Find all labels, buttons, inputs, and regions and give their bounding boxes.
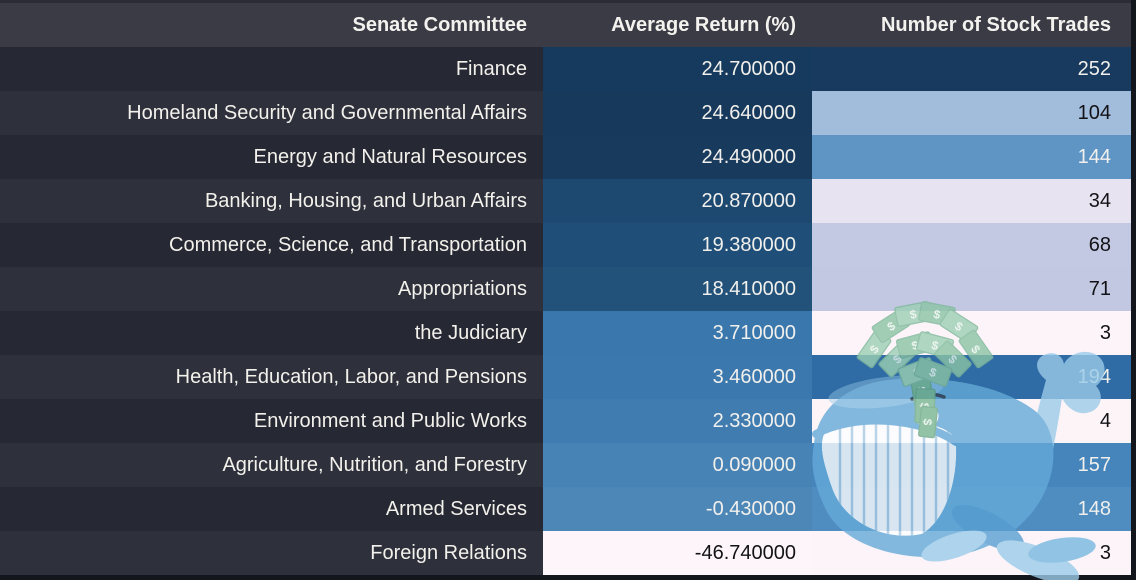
stock-trades-cell: 71 <box>812 267 1131 311</box>
table-row: Foreign Relations -46.740000 3 <box>0 531 1131 575</box>
table-row: Armed Services -0.430000 148 <box>0 487 1131 531</box>
average-return-cell: 0.090000 <box>543 443 812 487</box>
table-row: Appropriations 18.410000 71 <box>0 267 1131 311</box>
header-average-return: Average Return (%) <box>543 3 812 47</box>
stock-trades-cell: 144 <box>812 135 1131 179</box>
table-row: the Judiciary 3.710000 3 <box>0 311 1131 355</box>
stock-trades-cell: 68 <box>812 223 1131 267</box>
table-row: Energy and Natural Resources 24.490000 144 <box>0 135 1131 179</box>
stock-trades-cell: 4 <box>812 399 1131 443</box>
table-row: Finance 24.700000 252 <box>0 47 1131 91</box>
average-return-cell: 3.460000 <box>543 355 812 399</box>
average-return-cell: 19.380000 <box>543 223 812 267</box>
committee-cell: Armed Services <box>0 487 543 531</box>
table-row: Environment and Public Works 2.330000 4 <box>0 399 1131 443</box>
average-return-cell: 3.710000 <box>543 311 812 355</box>
committee-cell: Commerce, Science, and Transportation <box>0 223 543 267</box>
committee-cell: Foreign Relations <box>0 531 543 575</box>
table-row: Agriculture, Nutrition, and Forestry 0.09… <box>0 443 1131 487</box>
stock-trades-cell: 34 <box>812 179 1131 223</box>
average-return-cell: 24.640000 <box>543 91 812 135</box>
stock-trades-cell: 252 <box>812 47 1131 91</box>
average-return-cell: 24.490000 <box>543 135 812 179</box>
table-row: Homeland Security and Governmental Affai… <box>0 91 1131 135</box>
stock-trades-cell: 3 <box>812 531 1131 575</box>
committee-cell: Homeland Security and Governmental Affai… <box>0 91 543 135</box>
average-return-cell: 20.870000 <box>543 179 812 223</box>
stock-trades-cell: 194 <box>812 355 1131 399</box>
average-return-cell: -0.430000 <box>543 487 812 531</box>
committee-cell: Banking, Housing, and Urban Affairs <box>0 179 543 223</box>
table-row: Health, Education, Labor, and Pensions 3.… <box>0 355 1131 399</box>
stock-trades-cell: 104 <box>812 91 1131 135</box>
table-row: Banking, Housing, and Urban Affairs 20.87… <box>0 179 1131 223</box>
table-row: Commerce, Science, and Transportation 19.… <box>0 223 1131 267</box>
average-return-cell: 2.330000 <box>543 399 812 443</box>
table-header-row: Senate Committee Average Return (%) Numb… <box>0 3 1131 47</box>
header-number-of-stock-trades: Number of Stock Trades <box>812 3 1131 47</box>
average-return-cell: 18.410000 <box>543 267 812 311</box>
committee-cell: Agriculture, Nutrition, and Forestry <box>0 443 543 487</box>
stock-trades-cell: 148 <box>812 487 1131 531</box>
stock-trades-cell: 157 <box>812 443 1131 487</box>
committee-cell: Appropriations <box>0 267 543 311</box>
stock-trades-cell: 3 <box>812 311 1131 355</box>
average-return-cell: -46.740000 <box>543 531 812 575</box>
average-return-cell: 24.700000 <box>543 47 812 91</box>
committee-cell: Finance <box>0 47 543 91</box>
header-senate-committee: Senate Committee <box>0 3 543 47</box>
table-top-border <box>0 0 1131 3</box>
committee-cell: Energy and Natural Resources <box>0 135 543 179</box>
committee-cell: Environment and Public Works <box>0 399 543 443</box>
committee-cell: the Judiciary <box>0 311 543 355</box>
committee-cell: Health, Education, Labor, and Pensions <box>0 355 543 399</box>
table-body: Finance 24.700000 252 Homeland Security and… <box>0 47 1131 575</box>
